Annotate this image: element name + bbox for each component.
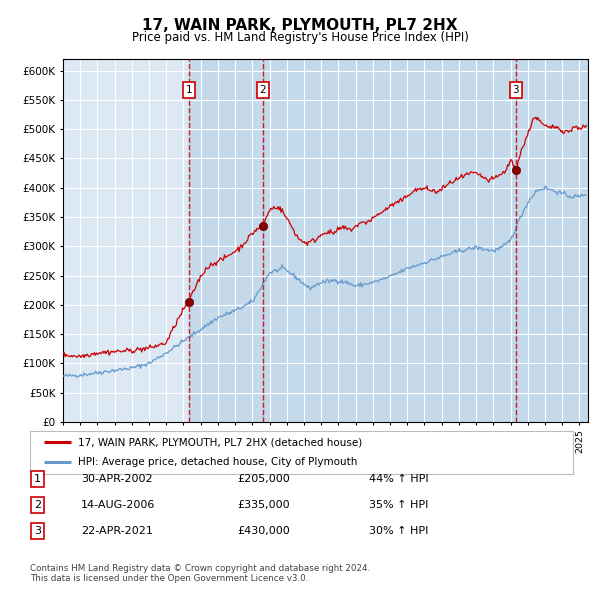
Text: Contains HM Land Registry data © Crown copyright and database right 2024.
This d: Contains HM Land Registry data © Crown c… [30,563,370,583]
Bar [516,59,588,422]
Text: 35% ↑ HPI: 35% ↑ HPI [369,500,428,510]
Text: 1: 1 [186,85,193,95]
Text: 17, WAIN PARK, PLYMOUTH, PL7 2HX (detached house): 17, WAIN PARK, PLYMOUTH, PL7 2HX (detach… [78,437,362,447]
Text: 44% ↑ HPI: 44% ↑ HPI [369,474,428,484]
Text: HPI: Average price, detached house, City of Plymouth: HPI: Average price, detached house, City… [78,457,357,467]
Text: 2: 2 [260,85,266,95]
Text: Price paid vs. HM Land Registry's House Price Index (HPI): Price paid vs. HM Land Registry's House … [131,31,469,44]
Text: £205,000: £205,000 [237,474,290,484]
Text: £430,000: £430,000 [237,526,290,536]
Text: 30-APR-2002: 30-APR-2002 [81,474,152,484]
Text: 30% ↑ HPI: 30% ↑ HPI [369,526,428,536]
Text: 1: 1 [34,474,41,484]
Text: 17, WAIN PARK, PLYMOUTH, PL7 2HX: 17, WAIN PARK, PLYMOUTH, PL7 2HX [142,18,458,32]
Text: 3: 3 [34,526,41,536]
Text: 22-APR-2021: 22-APR-2021 [81,526,153,536]
Text: £335,000: £335,000 [237,500,290,510]
Bar [263,59,516,422]
Text: 14-AUG-2006: 14-AUG-2006 [81,500,155,510]
Text: 2: 2 [34,500,41,510]
Bar [189,59,263,422]
Text: 3: 3 [512,85,519,95]
